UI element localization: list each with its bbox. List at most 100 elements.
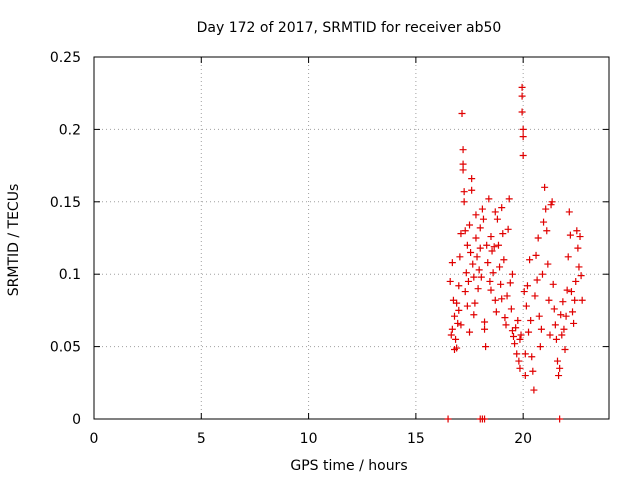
data-point — [456, 253, 464, 261]
data-point — [484, 259, 492, 267]
data-point — [558, 331, 566, 339]
data-point — [543, 227, 551, 235]
data-point — [536, 343, 544, 351]
plot-frame — [93, 56, 610, 420]
data-point — [564, 253, 572, 261]
data-point — [476, 244, 484, 252]
data-point — [506, 279, 514, 287]
data-point — [521, 372, 529, 380]
data-point — [548, 198, 556, 206]
x-axis-title: GPS time / hours — [290, 458, 407, 474]
data-point — [533, 276, 541, 284]
data-point — [528, 353, 536, 361]
data-point — [463, 302, 471, 310]
data-point — [525, 328, 533, 336]
data-point — [537, 325, 545, 333]
data-point — [546, 331, 554, 339]
data-point — [538, 270, 546, 278]
data-point — [540, 218, 548, 226]
data-point — [559, 298, 567, 306]
data-point — [526, 256, 534, 264]
data-point — [486, 277, 494, 285]
data-point — [520, 288, 528, 296]
data-point — [466, 328, 474, 336]
data-point — [496, 263, 504, 271]
data-point — [578, 296, 586, 304]
data-point — [487, 233, 495, 241]
data-point — [447, 331, 455, 339]
data-point — [504, 225, 512, 233]
data-point — [516, 335, 524, 343]
x-tick-label: 15 — [407, 431, 425, 447]
axis-ticks: 0 5 10 15 20 0 0.05 0.1 0.15 0.2 0.25 — [50, 50, 609, 447]
data-point — [529, 367, 537, 375]
x-tick-label: 5 — [197, 431, 206, 447]
data-point — [567, 288, 575, 296]
data-point — [560, 325, 568, 333]
data-point — [563, 286, 571, 294]
data-point — [557, 311, 565, 319]
data-point — [500, 256, 508, 264]
data-point — [576, 233, 584, 241]
data-point — [477, 273, 485, 281]
data-point — [545, 296, 553, 304]
data-point — [502, 321, 510, 329]
data-point — [481, 415, 489, 423]
data-point — [513, 350, 521, 358]
data-point — [455, 306, 463, 314]
data-point — [485, 195, 493, 203]
data-point — [549, 280, 557, 288]
data-point — [489, 269, 497, 277]
data-point — [468, 186, 476, 194]
data-point — [461, 288, 469, 296]
data-point — [527, 317, 535, 325]
data-point — [542, 205, 550, 213]
x-tick-label: 0 — [90, 431, 99, 447]
data-point — [474, 285, 482, 293]
data-point — [473, 253, 481, 261]
data-point — [516, 364, 524, 372]
y-tick-label: 0 — [72, 412, 81, 428]
data-point — [562, 312, 570, 320]
data-point — [459, 146, 467, 154]
data-point — [517, 331, 525, 339]
x-tick-label: 10 — [300, 431, 318, 447]
y-tick-label: 0.1 — [59, 267, 81, 283]
data-point — [556, 364, 564, 372]
data-point — [488, 247, 496, 255]
data-point — [451, 345, 458, 353]
data-point — [569, 308, 577, 316]
data-point — [572, 277, 580, 285]
data-point — [574, 244, 582, 252]
data-point — [507, 305, 515, 313]
data-point — [573, 227, 581, 235]
data-point — [487, 286, 495, 294]
data-point — [479, 215, 487, 223]
data-point — [566, 231, 574, 239]
data-point — [571, 296, 579, 304]
data-point — [518, 83, 526, 91]
data-point — [494, 241, 502, 249]
data-point — [518, 108, 526, 116]
data-point — [552, 335, 560, 343]
data-point — [532, 251, 540, 259]
data-point — [519, 133, 527, 141]
data-point — [453, 299, 461, 307]
data-point — [531, 292, 539, 300]
data-point — [457, 321, 465, 329]
data-point — [505, 195, 513, 203]
data-point — [457, 230, 465, 238]
data-point — [521, 350, 529, 358]
data-point — [565, 208, 573, 216]
y-tick-label: 0.15 — [50, 195, 81, 211]
data-point — [501, 314, 509, 322]
data-point — [535, 312, 543, 320]
data-point — [491, 208, 499, 216]
data-point — [482, 343, 490, 351]
data-point — [451, 312, 458, 320]
data-point — [472, 234, 480, 242]
data-point — [481, 318, 489, 326]
data-point — [518, 92, 526, 100]
data-point — [472, 211, 480, 219]
